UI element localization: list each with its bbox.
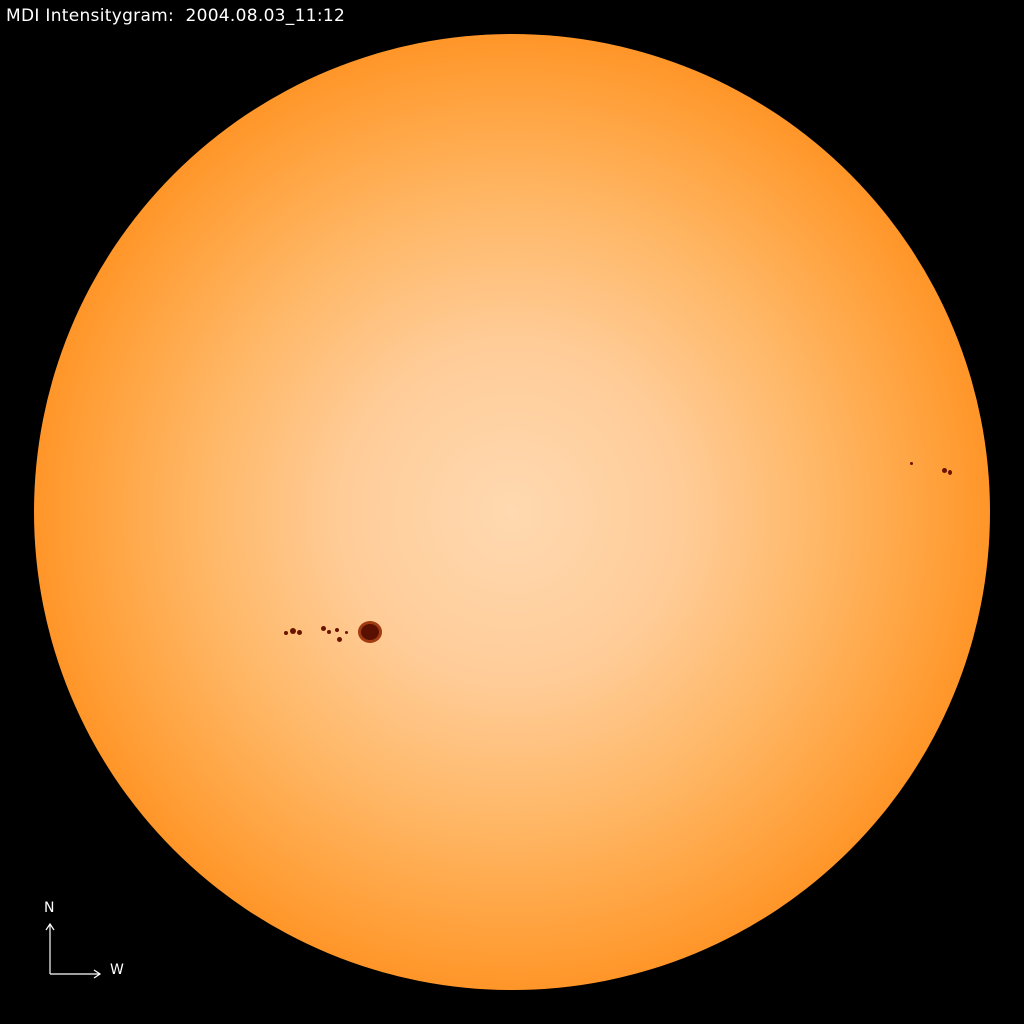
sunspot — [345, 631, 348, 634]
orientation-compass: N W — [40, 898, 124, 988]
sunspot — [948, 470, 952, 475]
sunspot — [335, 628, 339, 632]
sunspot — [361, 624, 379, 640]
image-title: MDI Intensitygram: 2004.08.03_11:12 — [6, 6, 346, 26]
west-label: W — [110, 962, 124, 978]
sunspot — [297, 630, 302, 635]
compass-arrows-icon — [45, 922, 102, 979]
sunspot — [910, 462, 913, 465]
sunspot — [327, 630, 331, 634]
north-label: N — [44, 900, 55, 916]
sunspot — [290, 628, 296, 634]
sunspot — [284, 631, 288, 635]
sunspot — [321, 626, 326, 631]
solar-disk — [34, 34, 990, 990]
sunspot — [337, 637, 342, 642]
sunspot — [942, 468, 947, 473]
